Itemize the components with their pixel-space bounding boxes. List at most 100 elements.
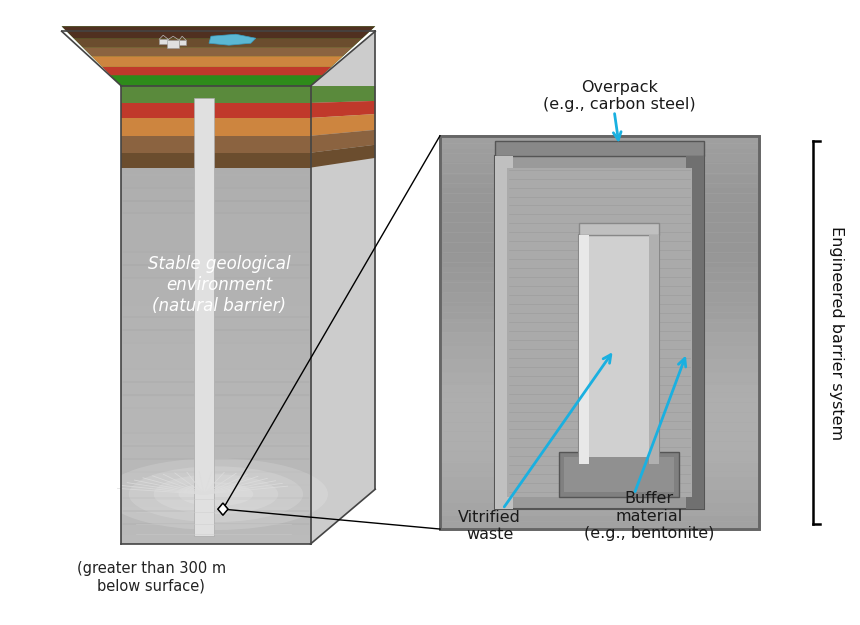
- Polygon shape: [310, 94, 375, 104]
- Polygon shape: [121, 278, 310, 288]
- Polygon shape: [310, 279, 375, 315]
- Bar: [440, 228, 759, 241]
- Text: (greater than 300 m
below surface): (greater than 300 m below surface): [77, 561, 226, 593]
- Polygon shape: [102, 67, 331, 75]
- Polygon shape: [310, 304, 375, 343]
- Polygon shape: [310, 134, 375, 150]
- Polygon shape: [121, 526, 310, 535]
- Ellipse shape: [129, 466, 303, 522]
- Bar: [440, 385, 759, 398]
- Polygon shape: [310, 320, 375, 361]
- Polygon shape: [62, 26, 375, 86]
- Polygon shape: [121, 86, 310, 544]
- Bar: [686, 156, 703, 509]
- Polygon shape: [310, 288, 375, 324]
- Polygon shape: [310, 86, 375, 95]
- Text: Vitrified
waste: Vitrified waste: [458, 510, 521, 542]
- Polygon shape: [121, 95, 310, 104]
- Polygon shape: [121, 232, 310, 242]
- Polygon shape: [121, 136, 310, 152]
- Polygon shape: [121, 288, 310, 297]
- Polygon shape: [121, 452, 310, 461]
- Polygon shape: [121, 169, 310, 177]
- Polygon shape: [310, 256, 375, 288]
- Bar: [440, 451, 759, 464]
- Polygon shape: [121, 122, 310, 132]
- Polygon shape: [310, 425, 375, 480]
- Ellipse shape: [104, 458, 328, 530]
- Polygon shape: [310, 271, 375, 306]
- Polygon shape: [310, 263, 375, 297]
- Polygon shape: [121, 205, 310, 214]
- Polygon shape: [121, 260, 310, 269]
- Polygon shape: [121, 489, 310, 498]
- Polygon shape: [310, 344, 375, 388]
- Polygon shape: [121, 315, 310, 324]
- Bar: [440, 306, 759, 319]
- Polygon shape: [121, 159, 310, 169]
- Polygon shape: [310, 328, 375, 370]
- Bar: [440, 149, 759, 162]
- Polygon shape: [121, 342, 310, 352]
- Polygon shape: [310, 159, 375, 177]
- Polygon shape: [121, 86, 310, 103]
- Polygon shape: [121, 471, 310, 480]
- Text: Engineered barrier system: Engineered barrier system: [829, 226, 844, 440]
- Polygon shape: [310, 312, 375, 352]
- Bar: [159, 39, 169, 44]
- Bar: [440, 411, 759, 424]
- Polygon shape: [121, 196, 310, 205]
- Polygon shape: [310, 86, 375, 103]
- Polygon shape: [310, 31, 375, 544]
- Bar: [440, 267, 759, 280]
- Polygon shape: [310, 110, 375, 123]
- Polygon shape: [310, 392, 375, 443]
- Polygon shape: [91, 56, 343, 67]
- Bar: [494, 141, 703, 156]
- Polygon shape: [209, 34, 255, 45]
- Bar: [440, 280, 759, 293]
- Polygon shape: [121, 379, 310, 388]
- Bar: [494, 156, 513, 509]
- Polygon shape: [121, 434, 310, 443]
- Polygon shape: [310, 223, 375, 251]
- Polygon shape: [121, 388, 310, 398]
- Polygon shape: [121, 398, 310, 407]
- Polygon shape: [310, 376, 375, 425]
- Polygon shape: [121, 361, 310, 370]
- Polygon shape: [121, 508, 310, 516]
- Bar: [440, 464, 759, 477]
- Polygon shape: [62, 26, 375, 38]
- Polygon shape: [121, 269, 310, 278]
- Polygon shape: [310, 231, 375, 260]
- Bar: [440, 254, 759, 267]
- Polygon shape: [310, 481, 375, 544]
- Polygon shape: [310, 215, 375, 242]
- Polygon shape: [121, 324, 310, 333]
- Polygon shape: [310, 126, 375, 141]
- Polygon shape: [121, 416, 310, 425]
- Bar: [580, 236, 589, 464]
- Bar: [440, 332, 759, 346]
- Polygon shape: [310, 199, 375, 223]
- Bar: [440, 136, 759, 149]
- Bar: [564, 458, 674, 492]
- Polygon shape: [121, 103, 310, 118]
- Ellipse shape: [179, 482, 254, 506]
- Bar: [440, 319, 759, 332]
- Polygon shape: [310, 296, 375, 333]
- Bar: [440, 503, 759, 516]
- Polygon shape: [310, 384, 375, 434]
- Bar: [440, 490, 759, 503]
- Bar: [440, 293, 759, 306]
- Polygon shape: [218, 503, 228, 515]
- Bar: [440, 359, 759, 372]
- Polygon shape: [121, 187, 310, 196]
- Polygon shape: [83, 47, 353, 56]
- Polygon shape: [310, 336, 375, 379]
- Polygon shape: [310, 130, 375, 152]
- Polygon shape: [310, 191, 375, 214]
- Ellipse shape: [154, 474, 278, 514]
- Polygon shape: [121, 306, 310, 315]
- Polygon shape: [310, 465, 375, 526]
